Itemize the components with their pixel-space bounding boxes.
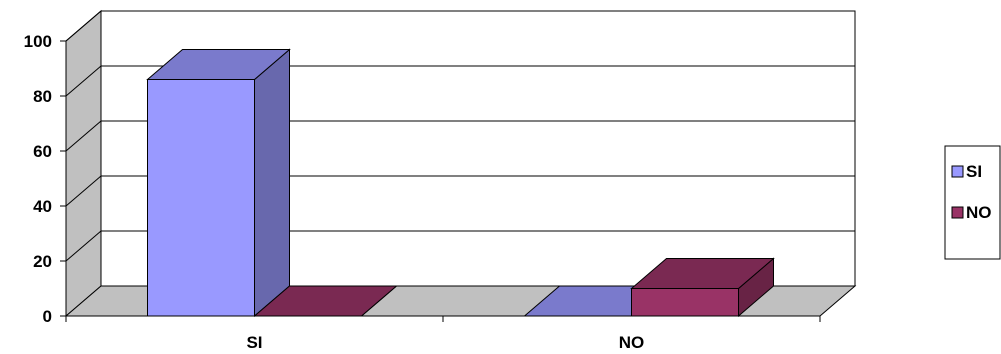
bar-front-face xyxy=(631,288,739,317)
legend-box xyxy=(944,145,1001,260)
y-tick-label: 20 xyxy=(33,252,52,271)
y-axis-tick-labels: 0 20 40 60 80 100 xyxy=(24,32,52,326)
bar-top-face xyxy=(146,49,291,80)
bar-no-si xyxy=(253,285,398,317)
x-tick-label: NO xyxy=(619,333,645,352)
legend-label: SI xyxy=(966,162,982,181)
gridline-side xyxy=(65,65,102,97)
y-tick-label: 40 xyxy=(33,197,52,216)
legend-swatch xyxy=(951,206,964,219)
bar-front-face xyxy=(147,79,255,317)
legend-label: NO xyxy=(966,203,992,222)
bars xyxy=(146,48,775,318)
y-tick-label: 80 xyxy=(33,87,52,106)
y-tick-label: 100 xyxy=(24,32,52,51)
legend-swatch xyxy=(951,165,964,178)
bar-top-face xyxy=(630,258,775,289)
x-tick-label: SI xyxy=(246,333,262,352)
x-axis-tick-labels: SI NO xyxy=(246,333,644,352)
gridline-side xyxy=(65,10,102,42)
bar-side-face xyxy=(254,48,290,318)
bar-top-face xyxy=(253,285,398,317)
gridline-side xyxy=(65,120,102,152)
bar-si-si xyxy=(146,48,291,318)
gridline-side xyxy=(65,175,102,207)
y-tick-label: 0 xyxy=(43,307,52,326)
y-tick-label: 60 xyxy=(33,142,52,161)
legend: SI NO xyxy=(944,145,1001,260)
side-wall xyxy=(65,9,102,318)
gridline-side xyxy=(65,230,102,262)
bar-no-no xyxy=(630,257,775,318)
